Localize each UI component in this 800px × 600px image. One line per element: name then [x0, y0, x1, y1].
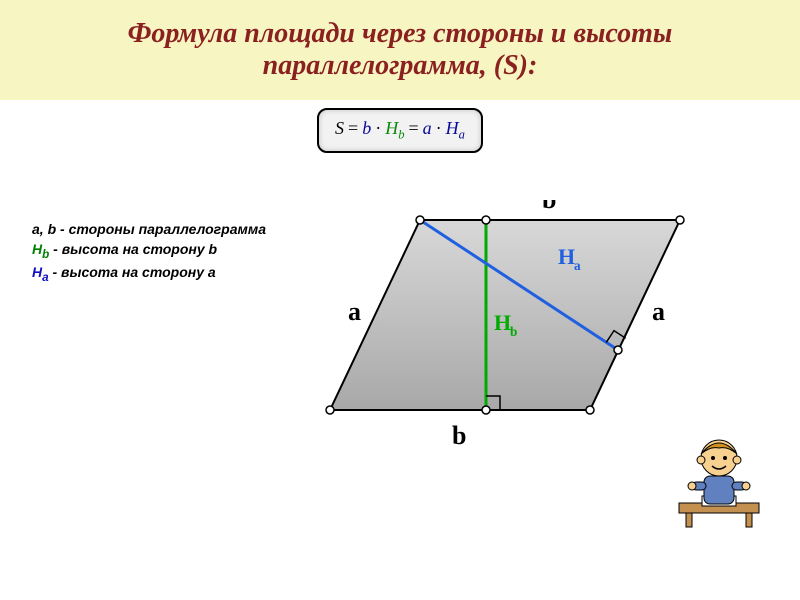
svg-text:H: H	[558, 244, 575, 269]
svg-text:a: a	[574, 258, 581, 273]
formula-Hb-H: H	[385, 118, 398, 138]
svg-text:b: b	[510, 324, 517, 339]
formula-b: b	[362, 118, 371, 139]
legend-line-ab: a, b - стороны параллелограмма	[32, 220, 266, 240]
legend-Ha-H: H	[32, 264, 42, 280]
svg-text:b: b	[452, 421, 466, 450]
formula-Hb-sub: b	[398, 128, 404, 142]
parallelogram-diagram: HbHaaabb	[300, 200, 720, 460]
formula-Hb: Hb	[385, 118, 404, 143]
legend-Ha: Ha	[32, 264, 49, 280]
formula-dot2: ·	[436, 118, 442, 139]
legend-line-ha: Ha - высота на сторону a	[32, 263, 266, 286]
formula-S: S	[335, 118, 344, 139]
formula-Ha: Ha	[446, 118, 465, 143]
legend-Hb: Hb	[32, 241, 49, 257]
formula-wrap: S = b · Hb = a · Ha	[0, 108, 800, 153]
legend-Hb-H: H	[32, 241, 42, 257]
formula-box: S = b · Hb = a · Ha	[317, 108, 483, 153]
legend-hb-rest: - высота на сторону b	[49, 241, 217, 257]
title-line-1: Формула площади через стороны и высоты	[20, 18, 780, 50]
formula-Ha-H: H	[446, 118, 459, 138]
legend-ab-prefix: a, b	[32, 221, 56, 237]
formula-a: a	[423, 118, 432, 139]
formula-eq1: =	[348, 118, 358, 139]
legend-line-hb: Hb - высота на сторону b	[32, 240, 266, 263]
title-line-2: параллелограмма, (S):	[20, 50, 780, 82]
page-title-band: Формула площади через стороны и высоты п…	[0, 0, 800, 100]
formula-dot1: ·	[375, 118, 381, 139]
svg-text:H: H	[494, 310, 511, 335]
legend-ha-rest: - высота на сторону a	[49, 264, 216, 280]
legend: a, b - стороны параллелограмма Hb - высо…	[32, 220, 266, 286]
svg-text:b: b	[542, 200, 556, 214]
legend-ab-rest: - стороны параллелограмма	[56, 221, 266, 237]
svg-text:a: a	[348, 297, 361, 326]
formula-eq2: =	[409, 118, 419, 139]
svg-text:a: a	[652, 297, 665, 326]
formula-Ha-sub: a	[459, 128, 465, 142]
cartoon-icon	[674, 428, 764, 528]
